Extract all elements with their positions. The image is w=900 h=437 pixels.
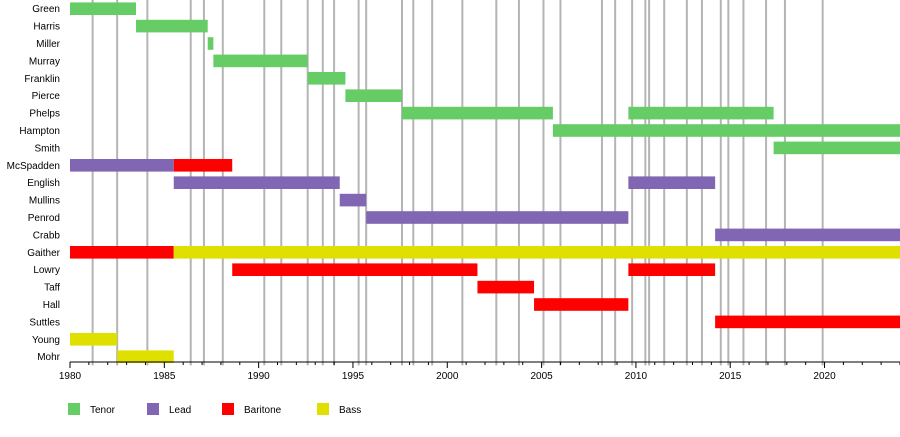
x-tick-label: 2005 (530, 371, 553, 382)
bar-mcspadden-lead (70, 159, 174, 172)
bar-pierce-tenor (345, 89, 402, 102)
x-tick-label: 1995 (342, 371, 365, 382)
member-label: Hampton (19, 126, 60, 137)
member-label: McSpadden (7, 161, 60, 172)
member-label: Smith (34, 143, 60, 154)
x-tick-label: 2010 (625, 371, 648, 382)
legend-swatch-lead (147, 403, 159, 415)
member-label: Phelps (29, 109, 60, 120)
legend: Tenor Lead Baritone Bass (68, 403, 361, 416)
bar-hampton-tenor (552, 124, 900, 137)
legend-label-lead: Lead (169, 405, 191, 416)
member-label: Harris (33, 22, 60, 33)
bar-crabb-lead (715, 228, 900, 242)
x-tick-label: 2020 (813, 371, 836, 382)
x-axis: 1980 1985 1990 1995 2000 2005 2010 2015 2020 (59, 361, 900, 382)
bar-mullins-lead (339, 193, 367, 207)
x-tick-label: 1990 (248, 371, 271, 382)
member-label: English (27, 178, 60, 189)
member-label: Gaither (27, 248, 60, 259)
member-label: Mullins (29, 196, 60, 207)
member-label: Franklin (24, 74, 60, 85)
legend-label-bass: Bass (339, 405, 361, 416)
bar-lowry-baritone (628, 263, 716, 276)
member-label: Lowry (33, 265, 60, 276)
bar-phelps-tenor (628, 106, 774, 120)
member-label: Mohr (37, 352, 60, 363)
member-label: Penrod (28, 213, 60, 224)
bar-hall-baritone (534, 298, 629, 311)
member-label: Taff (44, 283, 60, 294)
member-label: Suttles (29, 317, 60, 328)
legend-swatch-tenor (68, 403, 80, 415)
x-tick-label: 2015 (719, 371, 742, 382)
bar-smith-tenor (773, 141, 900, 155)
bar-gaither-bass (173, 246, 900, 259)
bar-murray-tenor (213, 54, 308, 68)
member-label: Young (32, 335, 60, 346)
member-label: Crabb (33, 230, 61, 241)
legend-swatch-bass (317, 403, 329, 415)
bar-green-tenor (70, 2, 137, 16)
member-label: Miller (36, 39, 61, 50)
legend-label-baritone: Baritone (244, 405, 282, 416)
bar-suttles-baritone (715, 315, 900, 329)
member-label: Green (32, 4, 60, 15)
bar-phelps-tenor (402, 106, 553, 120)
bar-young-bass (70, 333, 118, 346)
member-labels: Green Harris Miller Murray Franklin Pierce Phe… (7, 4, 61, 363)
legend-label-tenor: Tenor (90, 405, 116, 416)
bar-harris-tenor (136, 19, 208, 33)
legend-swatch-baritone (222, 403, 234, 415)
bar-miller-tenor (207, 37, 214, 50)
bar-mohr-bass (117, 350, 174, 363)
x-tick-label: 1980 (59, 371, 82, 382)
bar-mcspadden-baritone (173, 159, 233, 172)
bar-penrod-lead (366, 211, 629, 224)
bar-taff-baritone (477, 280, 535, 294)
bar-gaither-baritone (70, 246, 174, 259)
member-label: Pierce (32, 91, 61, 102)
bar-english-lead (173, 176, 340, 189)
bar-lowry-baritone (232, 263, 478, 276)
x-tick-label: 2000 (436, 371, 459, 382)
bar-english-lead (628, 176, 716, 189)
member-label: Murray (29, 56, 60, 67)
membership-bars (70, 2, 900, 363)
x-tick-label: 1985 (153, 371, 176, 382)
member-label: Hall (43, 300, 60, 311)
bar-franklin-tenor (307, 72, 346, 85)
